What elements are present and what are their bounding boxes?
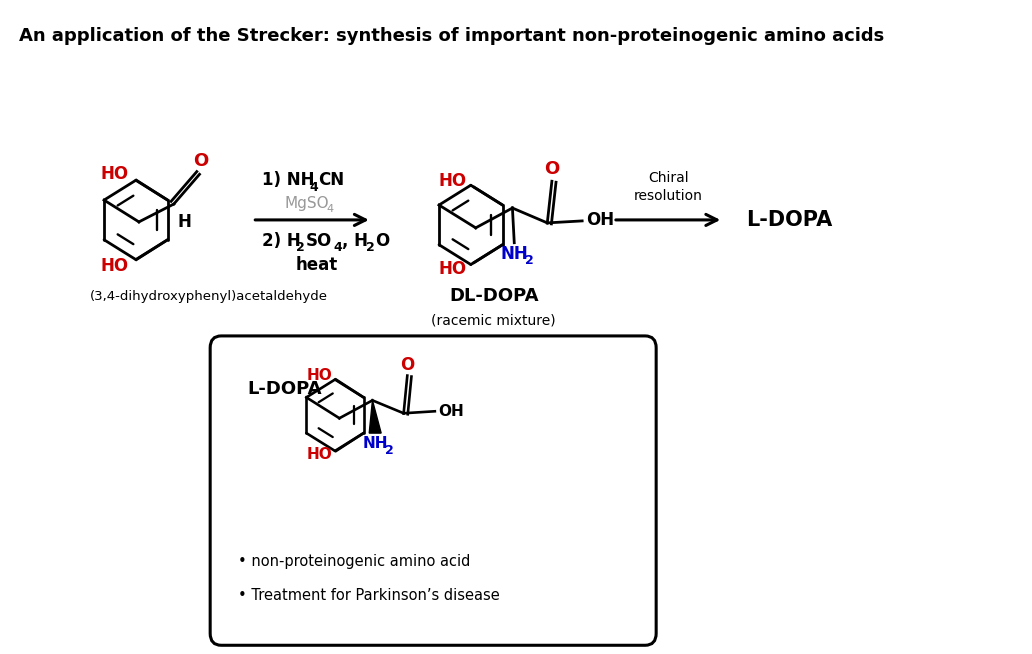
Text: OH: OH <box>586 211 614 229</box>
Text: Chiral
resolution: Chiral resolution <box>634 171 703 203</box>
Text: L-DOPA: L-DOPA <box>247 381 321 398</box>
Text: 4: 4 <box>310 181 318 194</box>
Text: DL-DOPA: DL-DOPA <box>449 287 539 305</box>
Text: An application of the Strecker: synthesis of important non-proteinogenic amino a: An application of the Strecker: synthesi… <box>20 27 884 46</box>
Polygon shape <box>369 400 381 433</box>
Text: HO: HO <box>439 260 466 277</box>
Text: 2: 2 <box>524 254 534 267</box>
Text: NH: NH <box>362 436 388 451</box>
Text: 2: 2 <box>296 241 305 254</box>
Text: HO: HO <box>101 165 129 183</box>
Text: HO: HO <box>307 368 332 383</box>
Text: , H: , H <box>343 232 368 250</box>
Text: 2: 2 <box>385 445 393 457</box>
Text: NH: NH <box>501 245 528 263</box>
Text: heat: heat <box>295 256 337 273</box>
Text: (3,4-dihydroxyphenyl)acetaldehyde: (3,4-dihydroxyphenyl)acetaldehyde <box>90 290 328 303</box>
Text: HO: HO <box>439 172 466 190</box>
Text: (racemic mixture): (racemic mixture) <box>431 313 556 327</box>
Text: H: H <box>178 213 192 231</box>
Text: OH: OH <box>439 404 464 419</box>
Text: L-DOPA: L-DOPA <box>746 210 833 230</box>
Text: CN: CN <box>319 171 345 189</box>
Text: 2) H: 2) H <box>261 232 300 250</box>
Text: • non-proteinogenic amino acid: • non-proteinogenic amino acid <box>237 555 471 570</box>
Text: 1) NH: 1) NH <box>261 171 314 189</box>
Text: HO: HO <box>101 256 129 275</box>
Text: MgSO: MgSO <box>285 196 329 211</box>
Text: O: O <box>376 232 390 250</box>
Text: HO: HO <box>307 447 332 462</box>
Text: O: O <box>193 152 208 171</box>
Text: 4: 4 <box>333 241 342 254</box>
Text: 4: 4 <box>327 204 333 214</box>
Text: O: O <box>544 160 559 179</box>
Text: SO: SO <box>305 232 332 250</box>
Text: • Treatment for Parkinson’s disease: • Treatment for Parkinson’s disease <box>237 588 499 603</box>
Text: O: O <box>400 356 415 373</box>
Text: 2: 2 <box>366 241 375 254</box>
FancyBboxPatch shape <box>211 336 656 645</box>
